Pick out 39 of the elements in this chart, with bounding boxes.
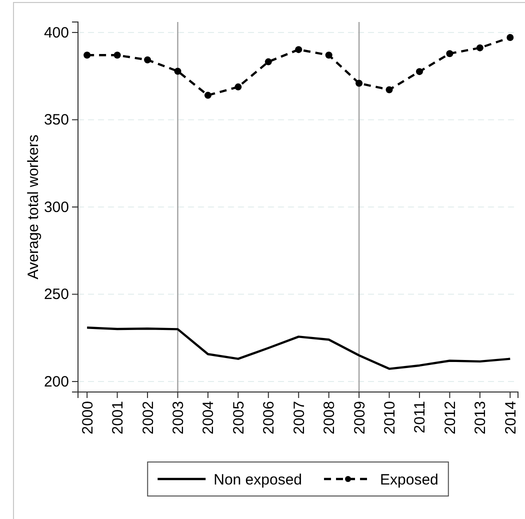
x-tick-label: 2003 [170, 401, 187, 434]
legend-label: Exposed [380, 471, 438, 488]
point [204, 92, 212, 99]
x-tick-label: 2011 [412, 401, 429, 434]
y-axis-title: Average total workers [25, 134, 42, 280]
y-tick-label: 300 [44, 198, 69, 216]
point [234, 83, 242, 90]
y-tick-label: 200 [44, 373, 69, 390]
point [295, 46, 302, 54]
x-tick-label: 2005 [230, 401, 248, 434]
legend-label: Non exposed [214, 471, 302, 488]
y-tick-label: 400 [44, 24, 69, 42]
x-tick-label: 2012 [442, 401, 459, 434]
x-tick-label: 2001 [110, 401, 127, 434]
point [386, 86, 393, 94]
point [84, 52, 91, 59]
x-tick-label: 2014 [502, 401, 520, 434]
x-tick-label: 2009 [351, 401, 368, 434]
x-tick-label: 2000 [79, 401, 96, 434]
point [476, 44, 484, 52]
point [506, 34, 514, 42]
y-tick-label: 350 [44, 112, 69, 129]
x-tick-label: 2008 [321, 401, 338, 434]
x-tick-label: 2006 [260, 401, 278, 434]
x-tick-label: 2004 [200, 401, 218, 434]
line-series [86, 326, 512, 370]
y-tick-label: 250 [44, 286, 69, 304]
point [174, 68, 182, 75]
point [325, 52, 332, 59]
x-tick-label: 2013 [472, 401, 490, 434]
x-tick-label: 2010 [382, 401, 399, 434]
point [356, 80, 363, 87]
x-tick-label: 2002 [140, 401, 157, 434]
point [144, 56, 152, 64]
point [114, 52, 121, 59]
x-tick-label: 2007 [290, 401, 308, 434]
point [446, 50, 454, 58]
point [416, 68, 423, 76]
point [264, 58, 272, 66]
